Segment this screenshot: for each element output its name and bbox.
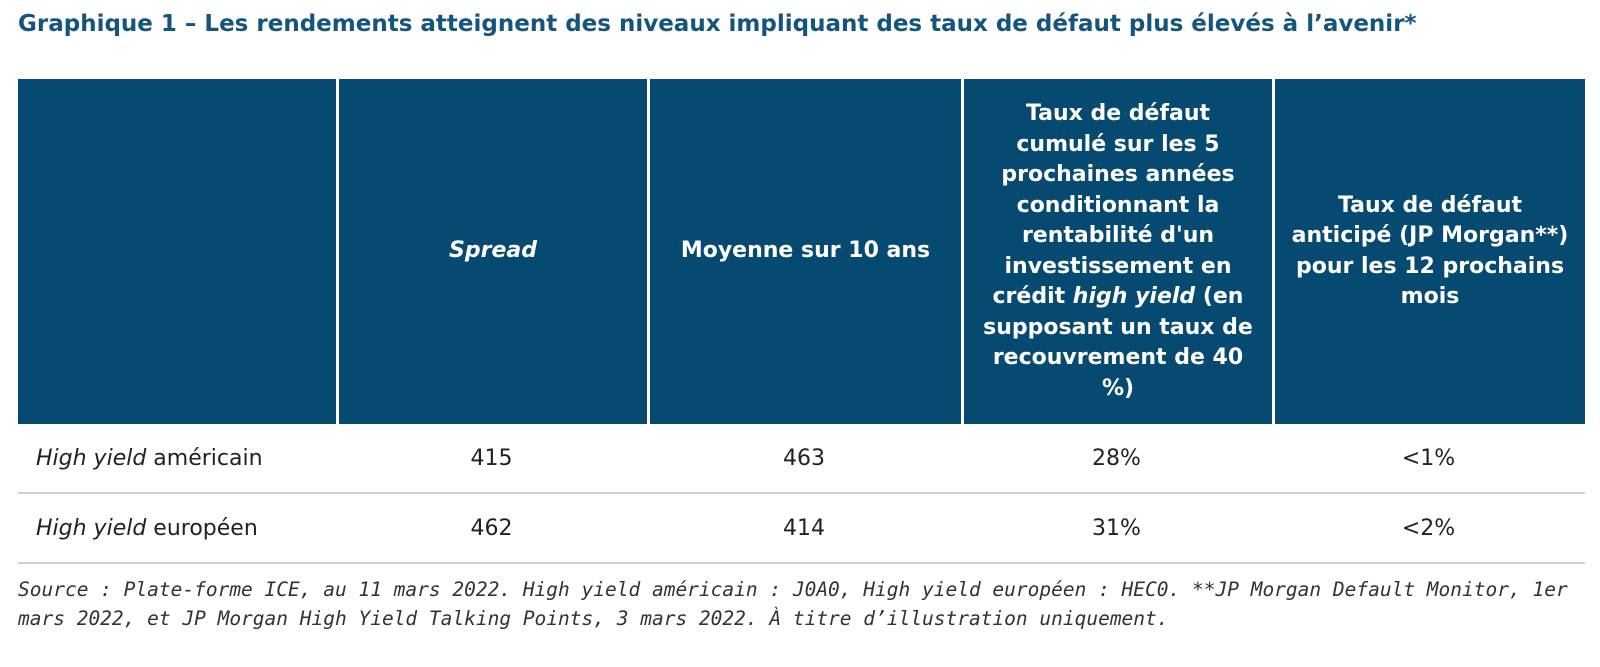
row-label-rest: européen xyxy=(146,515,258,541)
header-cumulative-default-b: (en supposant un taux de recouvrement de… xyxy=(983,284,1253,401)
cell-cumulative-default: 28% xyxy=(961,424,1272,494)
row-label: High yield américain xyxy=(18,424,336,494)
row-label-italic: High yield xyxy=(36,515,147,541)
row-label: High yield européen xyxy=(18,494,336,564)
header-spread-label: Spread xyxy=(449,238,537,264)
source-note: Source : Plate-forme ICE, au 11 mars 202… xyxy=(18,578,1568,630)
header-cumulative-default-a: Taux de défaut cumulé sur les 5 prochain… xyxy=(992,101,1235,309)
cell-10y-average: 414 xyxy=(647,494,961,564)
cell-10y-average: 463 xyxy=(647,424,961,494)
header-empty xyxy=(18,79,336,424)
data-table: Spread Moyenne sur 10 ans Taux de défaut… xyxy=(18,79,1585,564)
cell-spread: 462 xyxy=(336,494,647,564)
chart-title: Graphique 1 – Les rendements atteignent … xyxy=(18,11,1417,37)
cell-spread: 415 xyxy=(336,424,647,494)
cell-expected-default: <2% xyxy=(1272,494,1585,564)
row-label-italic: High yield xyxy=(36,445,147,471)
header-expected-default: Taux de défaut anticipé (JP Morgan**) po… xyxy=(1272,79,1585,424)
header-cumulative-default: Taux de défaut cumulé sur les 5 prochain… xyxy=(961,79,1272,424)
cell-cumulative-default: 31% xyxy=(961,494,1272,564)
header-row: Spread Moyenne sur 10 ans Taux de défaut… xyxy=(18,79,1585,424)
header-10y-average: Moyenne sur 10 ans xyxy=(647,79,961,424)
header-cumulative-default-italic: high yield xyxy=(1072,284,1196,309)
cell-expected-default: <1% xyxy=(1272,424,1585,494)
header-spread: Spread xyxy=(336,79,647,424)
row-label-rest: américain xyxy=(146,445,263,471)
table-row: High yield américain 415 463 28% <1% xyxy=(18,424,1585,494)
table-row: High yield européen 462 414 31% <2% xyxy=(18,494,1585,564)
